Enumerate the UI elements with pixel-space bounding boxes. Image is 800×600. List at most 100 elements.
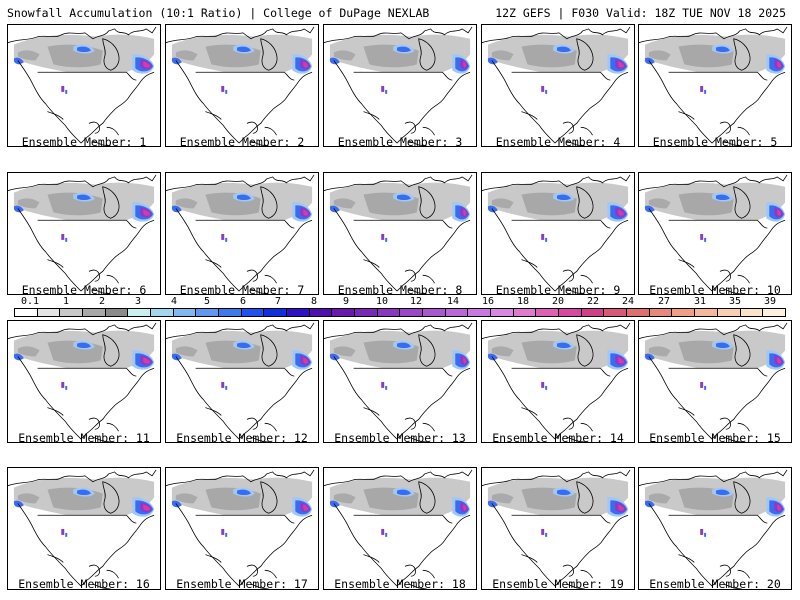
snow-cover-canada [487, 330, 629, 369]
coastlines-and-borders [8, 174, 157, 294]
colorbar-tick-label: 31 [693, 296, 707, 307]
snow-accumulation [13, 487, 155, 537]
colorbar-tick-label: 16 [481, 296, 495, 307]
ensemble-member-label: Ensemble Member: 16 [18, 577, 150, 591]
colorbar-tick-label: 0.1 [20, 296, 40, 307]
snowfall-map [482, 469, 631, 589]
snowfall-map [166, 174, 315, 294]
colorbar-swatch [717, 309, 741, 316]
colorbar-swatch [219, 309, 242, 316]
snowfall-map [166, 469, 315, 589]
colorbar-swatch [400, 309, 424, 316]
ensemble-member-label: Ensemble Member: 18 [334, 577, 466, 591]
snow-accumulation [13, 44, 155, 94]
coastlines-and-borders [639, 469, 788, 589]
snowfall-map [639, 26, 788, 146]
colorbar-tick-label: 5 [203, 296, 211, 307]
ensemble-map-panel [165, 24, 319, 147]
ensemble-member-label: Ensemble Member: 6 [21, 283, 147, 297]
ensemble-member-label: Ensemble Member: 20 [649, 577, 781, 591]
ensemble-member-label: Ensemble Member: 1 [21, 135, 147, 149]
snowfall-map [324, 174, 473, 294]
colorbar-swatch [151, 309, 174, 316]
coastlines-and-borders [639, 322, 788, 442]
coastlines-and-borders [166, 26, 315, 146]
snow-accumulation [329, 192, 471, 242]
ensemble-member-label: Ensemble Member: 14 [492, 431, 624, 445]
snowfall-colorbar [14, 308, 786, 317]
snow-accumulation [171, 340, 313, 390]
snow-cover-canada [644, 34, 786, 73]
ensemble-map-panel [323, 467, 477, 590]
colorbar-swatch [559, 309, 582, 316]
ensemble-map-panel [7, 172, 161, 295]
coastlines-and-borders [324, 26, 473, 146]
snowfall-map [166, 26, 315, 146]
snow-cover-canada [171, 182, 313, 221]
snow-cover-canada [644, 330, 786, 369]
colorbar-tick-label: 4 [170, 296, 178, 307]
coastlines-and-borders [482, 26, 631, 146]
colorbar-tick-label: 2 [98, 296, 106, 307]
coastlines-and-borders [482, 174, 631, 294]
snowfall-map [166, 322, 315, 442]
ensemble-member-label: Ensemble Member: 13 [334, 431, 466, 445]
snow-accumulation [171, 487, 313, 537]
colorbar-swatch [128, 309, 152, 316]
map-title: Snowfall Accumulation (10:1 Ratio) | Col… [7, 6, 430, 20]
colorbar-tick-label: 22 [586, 296, 600, 307]
snowfall-map [639, 469, 788, 589]
ensemble-map-panel [7, 467, 161, 590]
ensemble-map-panel [7, 320, 161, 443]
ensemble-map-panel [323, 24, 477, 147]
colorbar-swatch [15, 309, 38, 316]
colorbar-swatch [196, 309, 220, 316]
colorbar-tick-label: 24 [621, 296, 635, 307]
colorbar-swatch [740, 309, 764, 316]
colorbar-swatch [627, 309, 650, 316]
snow-accumulation [644, 192, 786, 242]
ensemble-map-panel [481, 172, 635, 295]
ensemble-member-label: Ensemble Member: 11 [18, 431, 150, 445]
colorbar-swatch [445, 309, 469, 316]
ensemble-map-panel [323, 172, 477, 295]
colorbar-tick-label: 1 [62, 296, 70, 307]
snow-accumulation [171, 44, 313, 94]
coastlines-and-borders [324, 322, 473, 442]
snow-accumulation [644, 44, 786, 94]
colorbar-swatch [536, 309, 560, 316]
colorbar-swatch [763, 309, 785, 316]
snowfall-map [482, 322, 631, 442]
colorbar-swatch [604, 309, 628, 316]
colorbar-tick-label: 27 [657, 296, 671, 307]
colorbar-tick-label: 35 [728, 296, 742, 307]
snow-cover-canada [171, 477, 313, 516]
coastlines-and-borders [8, 469, 157, 589]
ensemble-member-label: Ensemble Member: 17 [176, 577, 308, 591]
coastlines-and-borders [639, 174, 788, 294]
snowfall-map [324, 469, 473, 589]
snowfall-map [639, 174, 788, 294]
colorbar-swatch [513, 309, 537, 316]
colorbar-tick-label: 39 [763, 296, 777, 307]
snow-cover-canada [329, 330, 471, 369]
colorbar-swatch [37, 309, 61, 316]
ensemble-map-panel [165, 172, 319, 295]
ensemble-member-label: Ensemble Member: 7 [179, 283, 305, 297]
snow-accumulation [329, 487, 471, 537]
coastlines-and-borders [482, 469, 631, 589]
snow-cover-canada [487, 182, 629, 221]
colorbar-swatch [695, 309, 718, 316]
snow-cover-canada [487, 477, 629, 516]
coastlines-and-borders [8, 26, 157, 146]
snow-accumulation [329, 340, 471, 390]
ensemble-map-panel [481, 467, 635, 590]
ensemble-map-panel [7, 24, 161, 147]
colorbar-swatch [672, 309, 696, 316]
snow-accumulation [13, 340, 155, 390]
colorbar-swatch [491, 309, 514, 316]
snow-cover-canada [171, 34, 313, 73]
colorbar-swatch [649, 309, 673, 316]
colorbar-swatch [105, 309, 129, 316]
snow-cover-canada [329, 34, 471, 73]
